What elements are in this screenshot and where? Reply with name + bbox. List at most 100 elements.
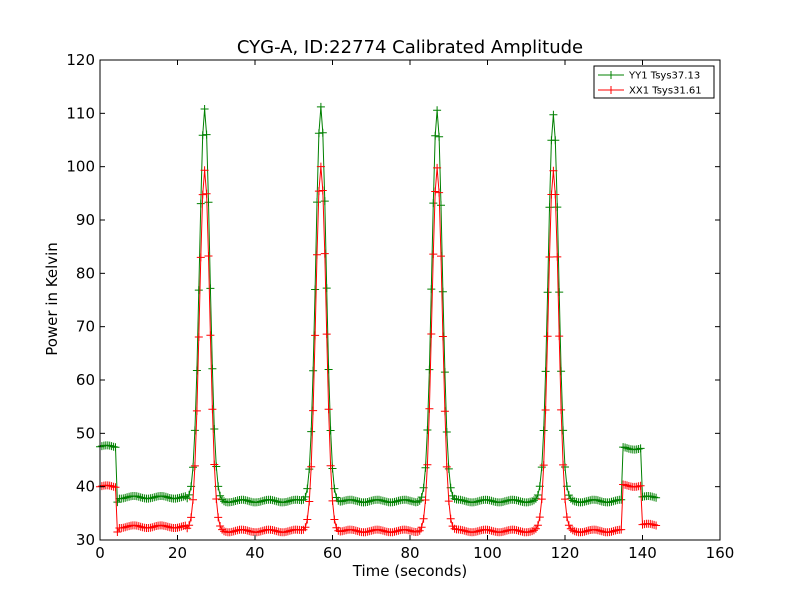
data-point [318, 186, 327, 195]
data-point [406, 496, 414, 505]
data-point [433, 106, 442, 115]
legend-marker [607, 86, 615, 94]
data-point [196, 253, 205, 262]
data-point [307, 427, 316, 436]
data-point [535, 513, 544, 522]
data-point [311, 285, 320, 294]
data-point [148, 523, 157, 532]
data-point [202, 189, 211, 198]
data-point [330, 515, 339, 524]
data-point [636, 481, 645, 490]
x-tick-label: 140 [628, 544, 657, 562]
data-point [553, 203, 562, 212]
data-point [309, 406, 318, 415]
data-point [425, 404, 434, 413]
data-point [192, 406, 201, 415]
data-point [549, 110, 558, 119]
data-point [595, 526, 604, 535]
data-point [378, 496, 387, 505]
data-point [189, 495, 197, 504]
data-point [541, 367, 550, 376]
y-tick-label: 100 [66, 158, 95, 176]
data-point [270, 496, 279, 505]
data-point [161, 522, 170, 531]
data-point [187, 513, 196, 522]
data-point [423, 426, 432, 434]
data-point [617, 525, 626, 534]
data-point [198, 131, 207, 140]
data-point [537, 463, 546, 472]
data-point [109, 482, 118, 491]
data-point [607, 527, 616, 536]
data-point [202, 130, 211, 139]
data-point [285, 526, 294, 535]
series-yy1 [96, 102, 661, 507]
data-point [533, 521, 542, 530]
data-point [460, 496, 469, 505]
data-point [208, 405, 217, 414]
data-point [316, 162, 325, 171]
data-point [206, 331, 215, 340]
data-point [204, 252, 213, 260]
data-point [210, 425, 219, 433]
data-point [109, 442, 118, 451]
data-point [148, 493, 157, 502]
data-point [561, 463, 569, 471]
data-point [406, 526, 414, 535]
data-point [531, 524, 540, 533]
data-point [595, 496, 604, 505]
data-point [500, 527, 509, 536]
data-point [192, 366, 201, 375]
plot-frame [99, 59, 721, 541]
data-point [431, 131, 440, 140]
data-point [431, 187, 440, 196]
data-point [309, 366, 318, 375]
data-point [442, 428, 451, 436]
data-point [440, 407, 449, 416]
data-point [311, 331, 320, 340]
data-point [134, 522, 143, 531]
data-point [650, 493, 659, 502]
data-point [392, 527, 401, 536]
data-point [634, 445, 643, 453]
data-point [425, 365, 434, 374]
data-point [533, 491, 542, 499]
data-point [194, 286, 203, 295]
data-point [539, 426, 548, 435]
data-point [231, 497, 240, 505]
data-point [185, 490, 194, 499]
data-point [229, 527, 238, 536]
data-point [208, 364, 217, 373]
data-point [446, 514, 455, 523]
data-point [378, 526, 387, 535]
data-point [212, 462, 221, 471]
data-point [636, 444, 645, 453]
data-point [475, 496, 484, 505]
data-point [206, 284, 215, 293]
data-point [318, 128, 327, 137]
data-point [163, 522, 172, 531]
y-tick-label: 50 [76, 424, 95, 442]
data-point [442, 462, 451, 471]
data-point [545, 253, 554, 261]
data-point [326, 461, 335, 470]
data-point [194, 333, 203, 341]
data-point [320, 197, 329, 206]
x-tick-label: 0 [95, 544, 105, 562]
data-point [650, 520, 659, 529]
data-point [485, 526, 494, 535]
data-point [136, 522, 145, 531]
data-point [514, 526, 523, 535]
data-point [270, 526, 279, 535]
data-point [181, 492, 190, 501]
data-point [392, 497, 401, 506]
data-point [427, 330, 436, 338]
data-point [545, 203, 554, 212]
series-line [99, 166, 657, 534]
data-point [444, 464, 453, 473]
data-point [307, 462, 316, 471]
data-point [177, 493, 186, 502]
data-point [450, 524, 459, 533]
y-tick-label: 30 [76, 531, 95, 549]
data-point [150, 493, 159, 502]
